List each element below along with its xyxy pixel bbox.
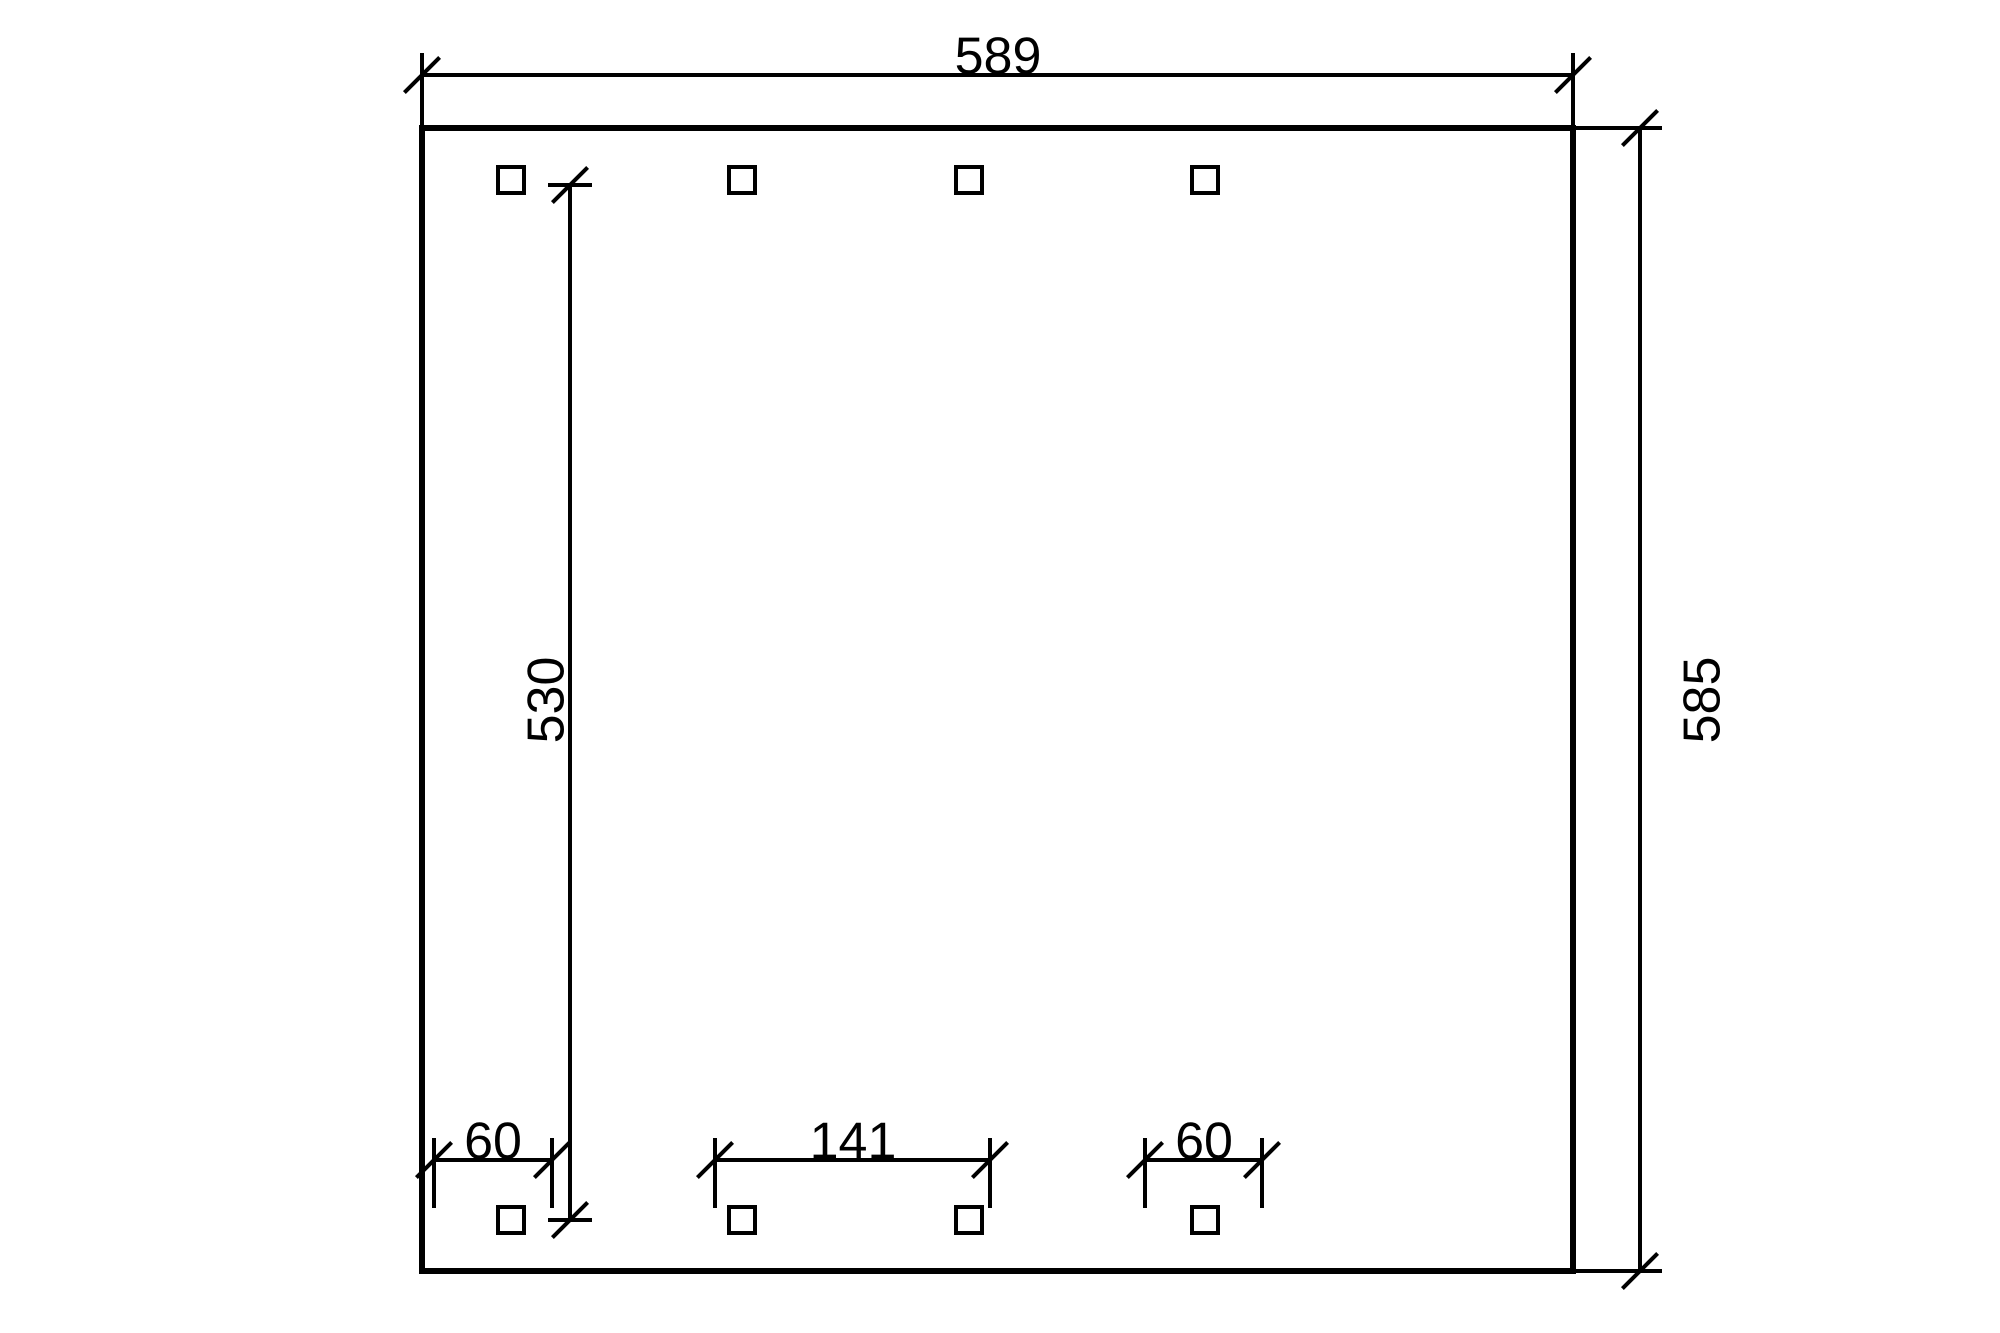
post-top-3 — [1192, 167, 1218, 193]
post-bottom-0 — [498, 1207, 524, 1233]
post-bottom-1 — [729, 1207, 755, 1233]
post-bottom-2 — [956, 1207, 982, 1233]
post-bottom-3 — [1192, 1207, 1218, 1233]
dim-right-height-label: 585 — [1674, 657, 1732, 744]
outline-rect — [422, 128, 1573, 1271]
dim-bottom-left-label: 60 — [464, 1113, 522, 1171]
dim-bottom-center-label: 141 — [810, 1113, 897, 1171]
post-top-2 — [956, 167, 982, 193]
dim-bottom-right-label: 60 — [1175, 1113, 1233, 1171]
dim-top-width-label: 589 — [955, 28, 1042, 86]
post-top-1 — [729, 167, 755, 193]
dim-inner-height-label: 530 — [518, 657, 576, 744]
post-top-0 — [498, 167, 524, 193]
